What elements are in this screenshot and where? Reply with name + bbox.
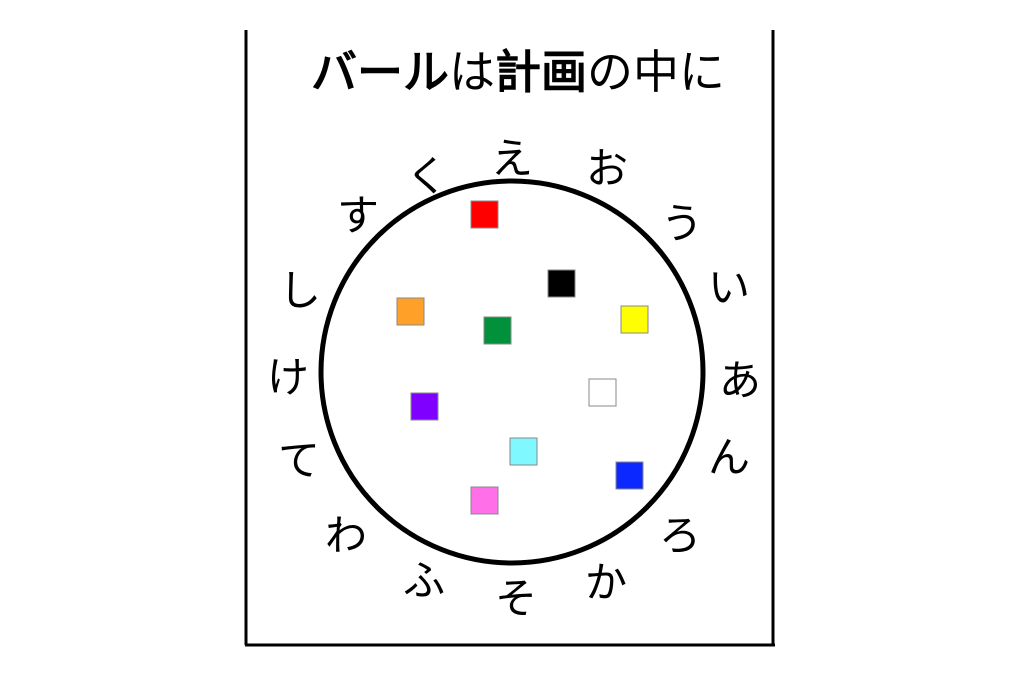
- ring-label: し: [279, 266, 321, 315]
- square-pink: [470, 486, 499, 515]
- ring-label: そ: [495, 574, 537, 623]
- ring-label: け: [267, 353, 309, 402]
- ring-label: う: [661, 199, 703, 248]
- square-green: [483, 316, 512, 345]
- ring-label: お: [586, 144, 628, 193]
- square-blue: [615, 461, 644, 490]
- title-segment: の中に: [587, 45, 725, 99]
- ring-label: く: [406, 152, 448, 201]
- ring-labels: え お う い あ ん ろ か そ ふ わ て け し す く: [267, 134, 761, 623]
- title-segment: 計画: [495, 45, 587, 99]
- square-white: [588, 378, 617, 407]
- ring-label: ん: [708, 433, 750, 482]
- ring-label: す: [337, 191, 379, 240]
- title-segment: は: [449, 45, 495, 99]
- ring-label: ろ: [659, 511, 701, 560]
- square-yellow: [620, 305, 649, 334]
- square-black: [547, 269, 576, 298]
- square-cyan: [509, 437, 538, 466]
- square-purple: [410, 392, 439, 421]
- title-segment: バール: [311, 45, 449, 99]
- ring-label: あ: [719, 356, 761, 405]
- colored-squares: [396, 200, 649, 515]
- ring-label: え: [491, 134, 533, 183]
- square-red: [470, 200, 499, 229]
- square-orange: [396, 297, 425, 326]
- ring-label: ふ: [403, 556, 445, 605]
- ring-label: て: [278, 436, 320, 485]
- ring-label: か: [585, 558, 627, 607]
- main-circle: [318, 178, 706, 566]
- diagram-title: バールは計画の中に: [311, 45, 725, 99]
- ring-label: わ: [325, 511, 367, 560]
- ring-label: い: [708, 263, 750, 312]
